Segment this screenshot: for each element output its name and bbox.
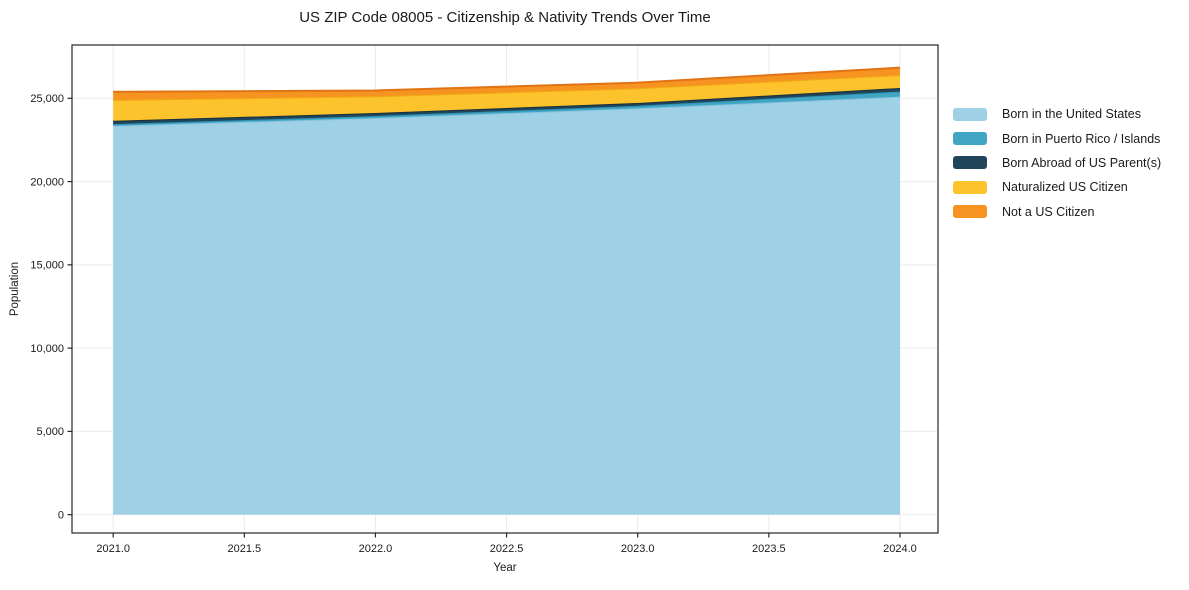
x-tick-label: 2023.5 bbox=[752, 543, 786, 555]
legend-label: Born Abroad of US Parent(s) bbox=[1002, 155, 1162, 170]
legend-row: Born Abroad of US Parent(s) bbox=[953, 151, 1161, 175]
legend-swatch bbox=[953, 132, 987, 146]
legend-row: Born in the United States bbox=[953, 102, 1161, 126]
y-tick-label: 5,000 bbox=[36, 426, 64, 438]
plot-border bbox=[71, 44, 939, 534]
x-axis-title: Year bbox=[493, 562, 517, 574]
y-axis-title: Population bbox=[9, 261, 21, 317]
y-tick-label: 20,000 bbox=[30, 176, 64, 188]
area-series-4 bbox=[113, 67, 900, 100]
legend-row: Born in Puerto Rico / Islands bbox=[953, 126, 1161, 150]
legend-swatch bbox=[953, 107, 987, 121]
legend-label: Born in Puerto Rico / Islands bbox=[1002, 131, 1161, 146]
y-tick-label: 25,000 bbox=[30, 93, 64, 105]
legend: Born in the United States Born in Puerto … bbox=[953, 102, 1161, 224]
x-tick-label: 2024.0 bbox=[883, 543, 917, 555]
legend-swatch bbox=[953, 205, 987, 219]
x-tick-label: 2021.5 bbox=[227, 543, 261, 555]
x-tick-label: 2022.0 bbox=[359, 543, 393, 555]
y-tick-label: 15,000 bbox=[30, 260, 64, 272]
legend-swatch bbox=[953, 156, 987, 170]
legend-label: Born in the United States bbox=[1002, 107, 1141, 122]
legend-label: Naturalized US Citizen bbox=[1002, 180, 1128, 195]
legend-label: Not a US Citizen bbox=[1002, 204, 1095, 219]
y-tick-label: 0 bbox=[58, 509, 64, 521]
x-tick-label: 2022.5 bbox=[490, 543, 524, 555]
area-edge-4 bbox=[113, 66, 901, 93]
x-tick-label: 2021.0 bbox=[96, 543, 130, 555]
area-series-0 bbox=[113, 96, 900, 515]
legend-row: Naturalized US Citizen bbox=[953, 175, 1161, 199]
legend-row: Not a US Citizen bbox=[953, 200, 1161, 224]
legend-swatch bbox=[953, 180, 987, 194]
area-series-3 bbox=[113, 74, 900, 121]
y-tick-label: 10,000 bbox=[30, 343, 64, 355]
chart-title: US ZIP Code 08005 - Citizenship & Nativi… bbox=[299, 9, 711, 26]
x-tick-label: 2023.0 bbox=[621, 543, 655, 555]
